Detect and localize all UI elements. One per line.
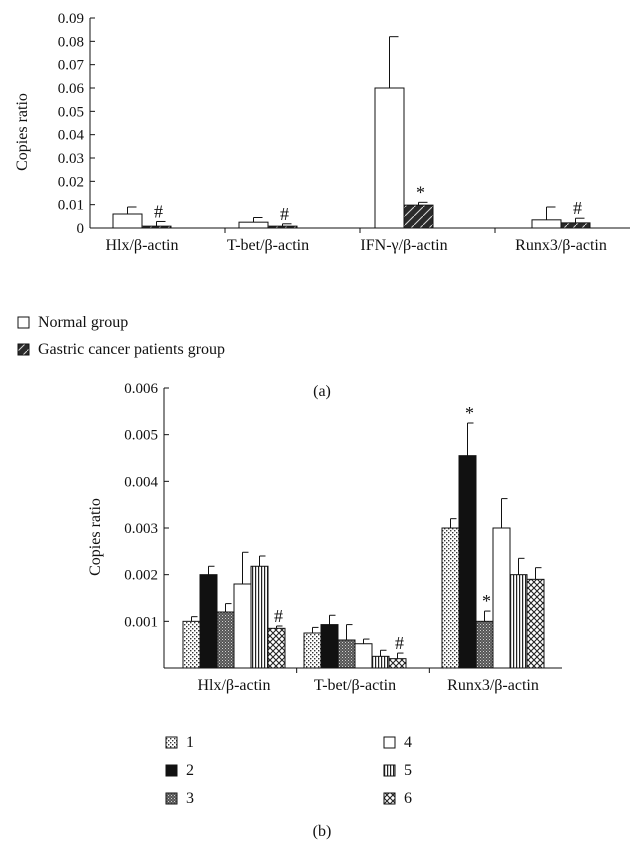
chart-b-bar	[216, 611, 235, 669]
chart-a-ytick-label: 0.07	[58, 58, 85, 74]
chart-b-ytick-label: 0.004	[124, 474, 158, 490]
chart-a-bar	[141, 225, 172, 229]
chart-b-significance-mark: #	[395, 633, 404, 653]
chart-a-significance-mark: #	[280, 204, 289, 224]
chart-b-bar	[475, 620, 494, 669]
chart-b-legend-label: 6	[404, 790, 412, 807]
chart-b-ytick-label: 0.002	[124, 568, 158, 584]
chart-b-bar	[492, 527, 511, 669]
chart-b: 0.001 0.002 0.003 0.004 0.005 0.006 Hlx/β-acti…	[87, 381, 562, 840]
chart-b-bar	[320, 624, 339, 669]
chart-a-bar	[560, 222, 591, 229]
chart-b-legend-swatch	[165, 764, 178, 777]
chart-b-bar	[388, 658, 407, 669]
chart-b-category-label: Runx3/β-actin	[447, 677, 539, 694]
chart-b-legend-swatch	[383, 792, 396, 805]
chart-b-legend-label: 5	[404, 762, 412, 779]
chart-b-legend-swatch	[383, 764, 396, 777]
chart-b-bar	[267, 627, 286, 669]
chart-b-ylabel: Copies ratio	[87, 498, 104, 576]
chart-a-bar	[238, 221, 269, 229]
chart-a-bar	[374, 87, 405, 229]
chart-a-panel-label: (a)	[313, 383, 331, 400]
chart-a-significance-mark: *	[416, 182, 425, 202]
chart-b-category-label: T-bet/β-actin	[314, 677, 396, 694]
chart-a-significance-mark: #	[573, 198, 582, 218]
chart-b-bar	[371, 655, 390, 669]
chart-b-panel-label: (b)	[313, 823, 332, 840]
chart-a-legend-swatch	[17, 343, 30, 356]
chart-b-category-label: Hlx/β-actin	[197, 677, 270, 694]
chart-b-bar	[441, 527, 460, 669]
chart-a-ytick-label: 0.02	[58, 174, 84, 190]
chart-b-bar	[509, 574, 528, 669]
chart-b-legend-label: 1	[186, 734, 194, 751]
chart-b-ytick-label: 0.006	[124, 381, 158, 397]
chart-b-ytick-label: 0.005	[124, 428, 158, 444]
chart-a-ytick-label: 0.08	[58, 34, 84, 50]
chart-a-ytick-label: 0	[77, 221, 85, 237]
chart-a-bar	[403, 204, 434, 229]
chart-b-legend-swatch	[165, 736, 178, 749]
chart-b-bar	[458, 455, 477, 669]
chart-b-significance-mark: #	[274, 606, 283, 626]
chart-a-category-label: Runx3/β-actin	[515, 237, 607, 254]
chart-b-legend-swatch	[165, 792, 178, 805]
chart-a-ytick-label: 0.03	[58, 151, 84, 167]
chart-a-ytick-label: 0.05	[58, 104, 84, 120]
chart-a-ylabel: Copies ratio	[14, 93, 31, 171]
chart-a-category-label: Hlx/β-actin	[105, 237, 178, 254]
chart-a-category-label: IFN-γ/β-actin	[360, 237, 447, 254]
chart-b-bar	[303, 632, 322, 669]
chart-b-ytick-label: 0.003	[124, 521, 158, 537]
chart-b-plot: 0.001 0.002 0.003 0.004 0.005 0.006 Hlx/β-acti…	[124, 381, 562, 694]
chart-a-category-label: T-bet/β-actin	[227, 237, 309, 254]
chart-b-bar	[526, 578, 545, 669]
chart-b-ytick-label: 0.001	[124, 614, 158, 630]
chart-b-bar	[354, 643, 373, 669]
chart-b-significance-mark: *	[482, 591, 491, 611]
chart-a: 0 0.01 0.02 0.03 0.04 0.05 0.06 0.07 0.08 0.09 Hlx…	[14, 11, 630, 400]
chart-a-legend-label: Gastric cancer patients group	[38, 341, 225, 358]
chart-b-legend-label: 2	[186, 762, 194, 779]
chart-b-bar	[182, 620, 201, 669]
chart-a-bar	[112, 213, 143, 229]
chart-b-legend-label: 4	[404, 734, 412, 751]
chart-a-ytick-label: 0.06	[58, 81, 85, 97]
chart-b-legend: 1 2 3 4 5 6	[165, 734, 412, 807]
chart-a-significance-mark: #	[154, 201, 163, 221]
chart-a-ytick-label: 0.09	[58, 11, 84, 27]
chart-a-legend: Normal group Gastric cancer patients grou…	[17, 314, 225, 358]
chart-a-plot: 0 0.01 0.02 0.03 0.04 0.05 0.06 0.07 0.08 0.09 Hlx…	[58, 11, 630, 254]
chart-b-significance-mark: *	[465, 403, 474, 423]
chart-a-legend-label: Normal group	[38, 314, 128, 331]
chart-b-bar	[199, 574, 218, 669]
chart-b-legend-label: 3	[186, 790, 194, 807]
chart-b-bar	[250, 565, 269, 669]
chart-a-bar	[267, 225, 298, 229]
chart-a-legend-swatch	[17, 316, 30, 329]
chart-a-bar	[531, 219, 562, 229]
chart-b-bar	[337, 639, 356, 669]
chart-b-bar	[233, 583, 252, 669]
chart-a-ytick-label: 0.01	[58, 198, 84, 214]
chart-a-ytick-label: 0.04	[58, 128, 85, 144]
chart-b-legend-swatch	[383, 736, 396, 749]
